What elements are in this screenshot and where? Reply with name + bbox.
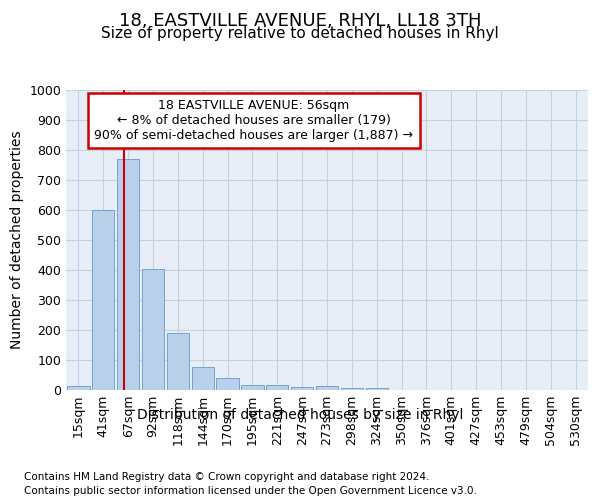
Bar <box>92 210 115 390</box>
Bar <box>117 159 139 390</box>
Text: Distribution of detached houses by size in Rhyl: Distribution of detached houses by size … <box>137 408 463 422</box>
Y-axis label: Number of detached properties: Number of detached properties <box>10 130 24 350</box>
Bar <box>241 384 263 390</box>
Bar <box>191 366 214 390</box>
Text: Contains public sector information licensed under the Open Government Licence v3: Contains public sector information licen… <box>24 486 477 496</box>
Text: Contains HM Land Registry data © Crown copyright and database right 2024.: Contains HM Land Registry data © Crown c… <box>24 472 430 482</box>
Bar <box>142 268 164 390</box>
Bar <box>316 386 338 390</box>
Bar <box>341 388 363 390</box>
Bar <box>365 388 388 390</box>
Bar <box>291 387 313 390</box>
Text: Size of property relative to detached houses in Rhyl: Size of property relative to detached ho… <box>101 26 499 41</box>
Bar <box>266 385 289 390</box>
Bar <box>217 378 239 390</box>
Text: 18 EASTVILLE AVENUE: 56sqm
← 8% of detached houses are smaller (179)
90% of semi: 18 EASTVILLE AVENUE: 56sqm ← 8% of detac… <box>94 99 413 142</box>
Text: 18, EASTVILLE AVENUE, RHYL, LL18 3TH: 18, EASTVILLE AVENUE, RHYL, LL18 3TH <box>119 12 481 30</box>
Bar <box>67 386 89 390</box>
Bar <box>167 333 189 390</box>
